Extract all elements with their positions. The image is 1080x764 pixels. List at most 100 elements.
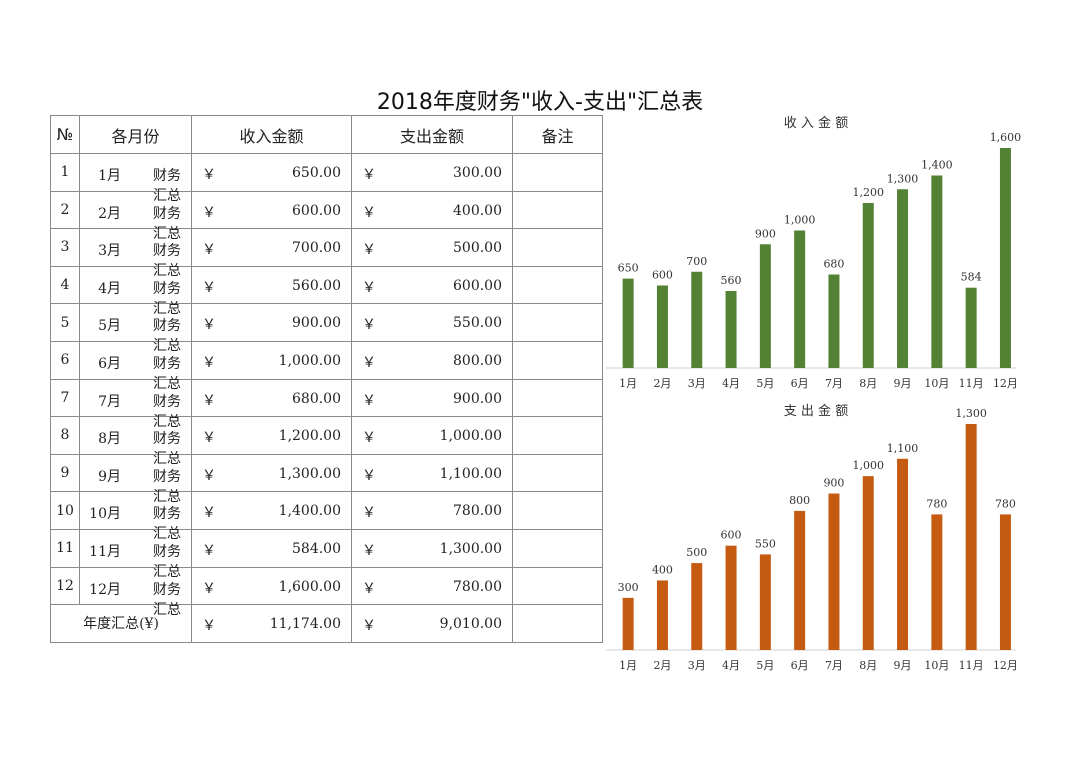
data-label: 1,000 (853, 459, 885, 472)
bar (656, 580, 668, 650)
expense-amount: 900.00 (453, 390, 502, 407)
row-no: 1 (50, 153, 80, 192)
table-row: 5 5月 财务汇总 ￥ 900.00 ￥ 550.00 (50, 303, 603, 354)
table-row: 8 8月 财务汇总 ￥ 1,200.00 ￥ 1,000.00 (50, 416, 603, 467)
income-cell: ￥ 1,300.00 (191, 453, 352, 493)
row-month: 5月 财务汇总 (79, 303, 192, 354)
income-cell: ￥ 1,000.00 (191, 340, 352, 380)
total-expense: 9,010.00 (439, 616, 502, 633)
table-row: 10 10月 财务汇总 ￥ 1,400.00 ￥ 780.00 (50, 491, 603, 542)
row-month: 1月 财务汇总 (79, 153, 192, 204)
bar (828, 274, 840, 368)
income-amount: 1,600.00 (278, 578, 341, 595)
data-label: 600 (652, 269, 673, 282)
tick-label: 1月 (619, 377, 637, 390)
row-no: 6 (50, 340, 80, 380)
total-income-cell: ￥ 11,174.00 (191, 604, 352, 643)
currency-symbol: ￥ (362, 505, 376, 522)
bar (759, 554, 771, 650)
tick-label: 9月 (894, 377, 912, 390)
bar (656, 285, 668, 368)
header-income: 收入金额 (191, 115, 352, 154)
expense-cell: ￥ 900.00 (351, 378, 513, 418)
expense-cell: ￥ 1,100.00 (351, 453, 513, 493)
income-amount: 700.00 (292, 240, 341, 257)
bar (725, 291, 737, 368)
tick-label: 11月 (959, 377, 984, 390)
note-cell (512, 491, 603, 530)
bar (691, 563, 703, 650)
month-label: 11月 (89, 543, 121, 560)
tick-label: 8月 (859, 377, 877, 390)
data-label: 1,200 (853, 186, 885, 199)
row-month: 9月 财务汇总 (79, 453, 192, 505)
page-title: 2018年度财务"收入-支出"汇总表 (376, 90, 704, 115)
table-header-row: № 各月份 收入金额 支出金额 备注 (50, 115, 603, 154)
bar (965, 287, 977, 368)
row-month: 3月 财务汇总 (79, 228, 192, 279)
row-month: 6月 财务汇总 (79, 340, 192, 392)
tick-label: 6月 (791, 659, 809, 672)
expense-amount: 1,000.00 (439, 428, 502, 445)
note-cell (512, 190, 603, 230)
row-no: 11 (50, 528, 80, 568)
month-label: 6月 (98, 355, 121, 372)
table-row: 7 7月 财务汇总 ￥ 680.00 ￥ 900.00 (50, 378, 603, 430)
data-label: 584 (961, 271, 982, 284)
expense-cell: ￥ 300.00 (351, 153, 513, 192)
row-no: 3 (50, 228, 80, 267)
table-row: 1 1月 财务汇总 ￥ 650.00 ￥ 300.00 (50, 153, 603, 204)
expense-amount: 1,100.00 (439, 465, 502, 482)
expense-amount: 400.00 (453, 202, 502, 219)
note-cell (512, 265, 603, 305)
note-cell (512, 528, 603, 568)
total-expense-cell: ￥ 9,010.00 (351, 604, 513, 643)
tick-label: 11月 (959, 659, 984, 672)
currency-symbol: ￥ (362, 204, 376, 221)
row-month: 11月 财务汇总 (79, 528, 192, 580)
total-income: 11,174.00 (269, 616, 341, 633)
table-row: 4 4月 财务汇总 ￥ 560.00 ￥ 600.00 (50, 265, 603, 317)
tick-label: 7月 (825, 377, 843, 390)
data-label: 680 (823, 258, 844, 271)
row-no: 9 (50, 453, 80, 493)
bar (931, 514, 943, 650)
income-cell: ￥ 1,600.00 (191, 566, 352, 606)
header-no: № (50, 115, 80, 154)
currency-symbol: ￥ (202, 354, 216, 371)
expense-amount: 780.00 (453, 503, 502, 520)
tick-label: 10月 (924, 659, 949, 672)
row-no: 2 (50, 190, 80, 230)
header-month: 各月份 (79, 115, 192, 154)
currency-symbol: ￥ (202, 542, 216, 559)
tick-label: 4月 (722, 377, 740, 390)
tick-label: 12月 (993, 377, 1018, 390)
data-label: 1,100 (887, 442, 919, 455)
currency-symbol: ￥ (362, 618, 376, 635)
expense-chart: 支 出 金 额 300 1月 400 2月 500 3月 600 4月 550 5月 800 6月 900… (606, 403, 1018, 672)
currency-symbol: ￥ (362, 430, 376, 447)
chart-title: 收 入 金 额 (784, 115, 848, 131)
tick-label: 2月 (653, 659, 671, 672)
currency-symbol: ￥ (202, 430, 216, 447)
month-label: 9月 (98, 468, 121, 485)
bar (999, 148, 1011, 368)
note-cell (512, 416, 603, 455)
tick-label: 10月 (924, 377, 949, 390)
bar (999, 514, 1011, 650)
currency-symbol: ￥ (202, 618, 216, 635)
bar (862, 203, 874, 368)
bar (828, 493, 840, 650)
currency-symbol: ￥ (202, 505, 216, 522)
currency-symbol: ￥ (362, 279, 376, 296)
income-cell: ￥ 700.00 (191, 228, 352, 267)
currency-symbol: ￥ (362, 242, 376, 259)
data-label: 780 (995, 497, 1016, 510)
bar (725, 545, 737, 650)
income-cell: ￥ 600.00 (191, 190, 352, 230)
currency-symbol: ￥ (202, 242, 216, 259)
data-label: 900 (755, 227, 776, 240)
data-label: 650 (618, 262, 639, 275)
currency-symbol: ￥ (202, 204, 216, 221)
data-label: 1,300 (955, 407, 987, 420)
